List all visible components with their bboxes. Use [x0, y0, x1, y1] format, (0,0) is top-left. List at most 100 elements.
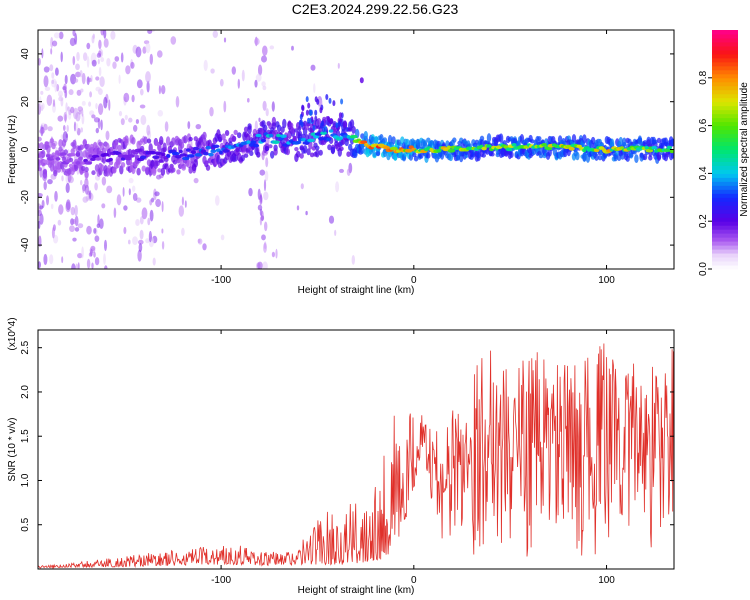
noise-cell	[125, 65, 131, 75]
ridge-core-cell	[360, 140, 368, 144]
ridge-core-cell	[97, 150, 104, 155]
ridge-core-cell	[593, 148, 600, 153]
noise-cell	[130, 61, 135, 69]
ridge-core-cell	[108, 157, 113, 162]
noise-cell	[220, 234, 225, 241]
colorbar-swatch	[712, 49, 738, 55]
noise-cell	[215, 195, 220, 206]
ridge-core-cell	[307, 138, 315, 143]
ridge-core-cell	[126, 154, 135, 158]
y-tick-label: -20	[20, 190, 31, 205]
y-tick-label: -40	[20, 237, 31, 252]
noise-cell	[313, 83, 316, 94]
noise-cell	[87, 77, 92, 83]
ridge-halo-cell	[330, 146, 336, 154]
colorbar-swatch	[712, 61, 738, 67]
noise-cell	[158, 85, 161, 95]
colorbar-swatch	[712, 89, 738, 95]
noise-cell	[149, 53, 153, 65]
ridge-halo-cell	[360, 146, 365, 155]
noise-cell	[122, 187, 125, 197]
harmonic-cell	[312, 125, 316, 131]
noise-cell	[66, 124, 69, 133]
ridge-halo-cell	[221, 133, 226, 141]
colorbar-swatch	[712, 181, 738, 186]
ridge-core-cell	[313, 135, 320, 139]
colorbar-swatch	[712, 137, 738, 143]
colorbar-swatch	[712, 41, 738, 47]
y-axis-label: Frequency (Hz)	[7, 115, 18, 184]
colorbar-swatch	[712, 205, 738, 210]
harmonic-cell	[314, 96, 318, 103]
ridge-halo-cell	[143, 136, 148, 144]
noise-cell	[90, 249, 93, 257]
ridge-core-cell	[185, 148, 191, 152]
noise-cell	[164, 121, 169, 132]
noise-cell	[258, 64, 263, 76]
noise-cell	[103, 38, 109, 48]
ridge-core-cell	[45, 154, 51, 158]
ridge-core-cell	[295, 140, 302, 145]
ridge-halo-cell	[481, 153, 486, 158]
plot-frame	[37, 329, 675, 570]
ridge-core-cell	[55, 157, 61, 161]
ridge-halo-cell	[670, 138, 674, 147]
ridge-halo-cell	[249, 150, 254, 156]
ridge-core-cell	[171, 151, 180, 156]
ridge-halo-cell	[233, 129, 238, 135]
ridge-halo-cell	[282, 118, 287, 129]
colorbar: 0.0 0.2 0.4 0.6 0.8 Normalized spectral ampli…	[698, 30, 750, 276]
ridge-halo-cell	[448, 154, 453, 162]
ridge-halo-cell	[372, 151, 377, 158]
ridge-halo-cell	[242, 145, 247, 153]
ridge-halo-cell	[271, 122, 277, 130]
noise-cell	[80, 127, 83, 133]
harmonic-cell	[301, 105, 305, 112]
noise-cell	[95, 103, 98, 110]
ridge-halo-cell	[120, 162, 126, 168]
ridge-core-cell	[326, 137, 331, 142]
noise-cell	[112, 61, 117, 69]
noise-cell	[58, 31, 64, 40]
noise-cell	[184, 200, 187, 208]
ridge-core-cell	[194, 153, 202, 157]
noise-cell	[161, 85, 166, 95]
noise-cell	[86, 225, 92, 235]
harmonic-cell	[308, 117, 312, 124]
noise-cell	[132, 193, 138, 201]
ridge-halo-cell	[131, 137, 136, 145]
ridge-core-cell	[117, 154, 124, 158]
colorbar-swatch	[712, 165, 738, 170]
ridge-halo-cell	[268, 144, 273, 149]
noise-cell	[93, 228, 97, 234]
noise-cell	[95, 86, 101, 92]
noise-cell	[38, 193, 43, 198]
ridge-core-cell	[280, 134, 287, 138]
ridge-halo-cell	[498, 133, 504, 143]
ridge-core-cell	[663, 148, 671, 153]
y-axis-multiplier: (x10^4)	[7, 317, 18, 350]
ridge-halo-cell	[315, 149, 320, 158]
ridge-halo-cell	[597, 155, 603, 161]
ridge-halo-cell	[204, 160, 209, 166]
harmonic-cell	[338, 112, 342, 119]
noise-cell	[261, 210, 264, 222]
ridge-halo-cell	[179, 142, 185, 149]
ridge-halo-cell	[648, 155, 653, 161]
ridge-halo-cell	[273, 129, 278, 135]
colorbar-swatch	[712, 105, 738, 111]
ridge-core-cell	[246, 140, 251, 144]
noise-cell	[51, 78, 57, 88]
noise-cell	[339, 168, 344, 173]
noise-cell	[46, 94, 53, 107]
noise-cell	[83, 52, 88, 61]
noise-cell	[80, 88, 84, 93]
noise-cell	[140, 114, 147, 126]
ridge-halo-cell	[224, 130, 230, 136]
colorbar-swatch	[712, 225, 738, 230]
ridge-halo-cell	[263, 124, 268, 132]
ridge-halo-cell	[202, 131, 207, 140]
noise-cell	[88, 101, 92, 107]
noise-cell	[43, 75, 49, 88]
noise-cell	[94, 182, 98, 191]
